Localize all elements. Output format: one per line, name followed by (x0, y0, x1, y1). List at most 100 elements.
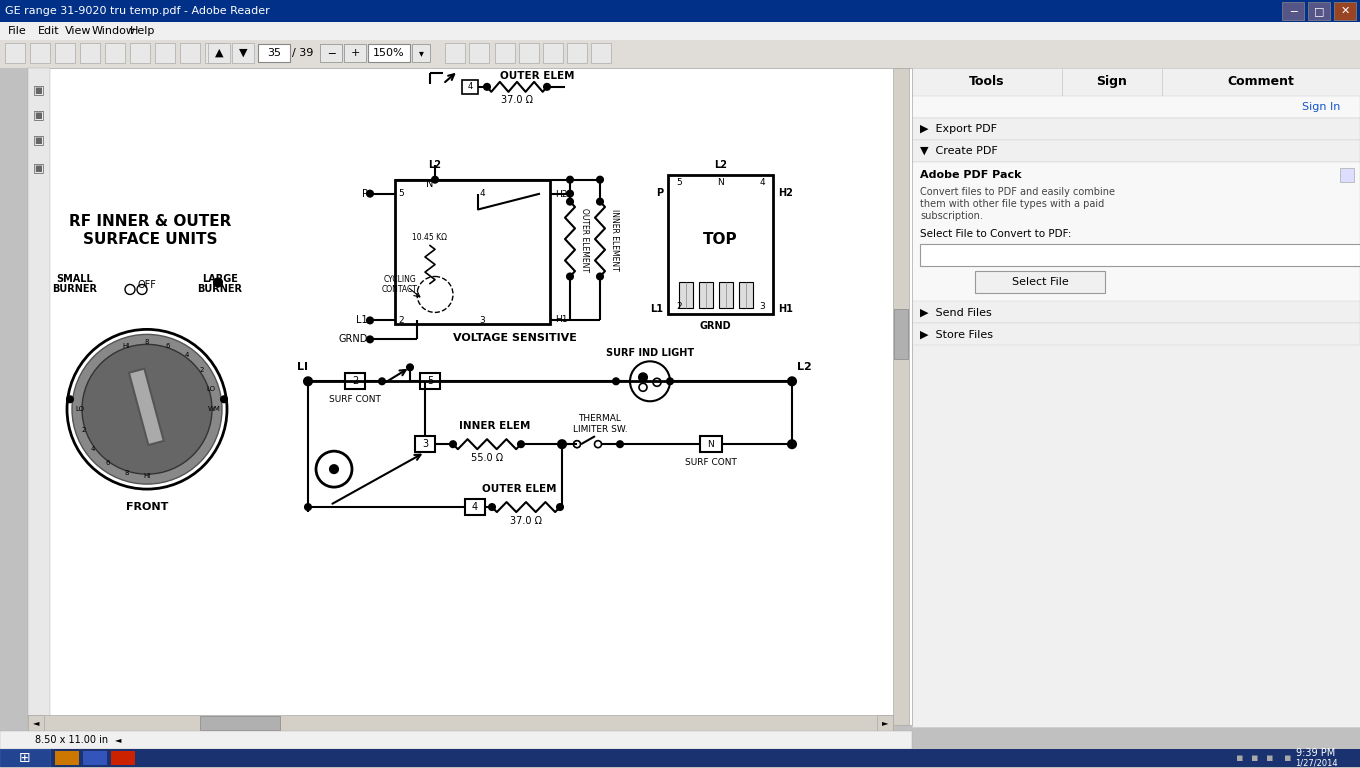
Text: 3: 3 (759, 302, 764, 311)
Bar (1161, 68, 1360, 96)
Text: □: □ (1314, 6, 1325, 16)
Bar (668, 174, 772, 314)
Text: 8: 8 (124, 470, 129, 476)
Text: ▼  Create PDF: ▼ Create PDF (919, 146, 998, 156)
Text: SMALL: SMALL (57, 274, 94, 284)
Text: CONTACT: CONTACT (382, 285, 418, 294)
Text: Edit: Edit (38, 26, 60, 36)
Bar (1334, 2, 1356, 20)
Text: ▣: ▣ (33, 84, 45, 96)
Bar (592, 43, 611, 63)
Text: 150%: 150% (373, 48, 405, 58)
Text: +: + (351, 48, 359, 58)
Text: subscription.: subscription. (919, 210, 983, 220)
Text: ▶  Send Files: ▶ Send Files (919, 307, 991, 317)
Text: / 39: / 39 (292, 48, 313, 58)
Circle shape (407, 364, 413, 370)
Text: HI: HI (143, 473, 151, 479)
Text: 3: 3 (480, 316, 486, 325)
Bar (462, 80, 477, 94)
Bar (465, 499, 486, 515)
Text: View: View (65, 26, 91, 36)
Bar (30, 43, 50, 63)
Circle shape (574, 441, 579, 447)
Bar (894, 68, 908, 725)
Circle shape (597, 273, 602, 280)
Circle shape (567, 199, 573, 204)
Text: 5: 5 (427, 376, 432, 386)
Bar (0, 40, 1360, 68)
Text: ▪: ▪ (1236, 753, 1244, 763)
Text: GRND: GRND (699, 321, 732, 332)
Bar (345, 373, 364, 389)
Text: them with other file types with a paid: them with other file types with a paid (919, 199, 1104, 209)
Text: H2: H2 (555, 190, 567, 199)
Bar (29, 715, 894, 730)
Circle shape (432, 177, 438, 183)
Text: ✕: ✕ (1341, 6, 1349, 16)
Text: ▪: ▪ (1251, 753, 1259, 763)
Text: ▼: ▼ (239, 48, 248, 58)
Text: HI: HI (122, 343, 131, 349)
Text: ▪: ▪ (1284, 753, 1292, 763)
Text: ▣: ▣ (33, 161, 45, 174)
Circle shape (82, 344, 212, 474)
Text: SURFACE UNITS: SURFACE UNITS (83, 232, 218, 247)
Bar (913, 96, 1360, 118)
Text: 6: 6 (166, 343, 170, 349)
Bar (719, 283, 733, 309)
Text: 1/27/2014: 1/27/2014 (1295, 758, 1337, 767)
Text: 9:39 PM: 9:39 PM (1296, 747, 1336, 757)
Text: 35: 35 (267, 48, 282, 58)
Bar (5, 43, 24, 63)
Bar (919, 243, 1360, 266)
Text: Help: Help (131, 26, 155, 36)
Bar (975, 272, 1104, 293)
Circle shape (379, 379, 385, 384)
Circle shape (574, 441, 581, 448)
Text: 2: 2 (676, 302, 681, 311)
Circle shape (558, 504, 563, 510)
Circle shape (67, 396, 73, 402)
Text: L1: L1 (650, 304, 664, 314)
Bar (394, 180, 549, 324)
Text: Convert files to PDF and easily combine: Convert files to PDF and easily combine (919, 187, 1115, 197)
Bar (233, 43, 254, 63)
Text: VOLTAGE SENSITIVE: VOLTAGE SENSITIVE (453, 333, 577, 343)
Circle shape (72, 334, 222, 484)
Text: GE range 31-9020 tru temp.pdf - Adobe Reader: GE range 31-9020 tru temp.pdf - Adobe Re… (5, 6, 269, 16)
Circle shape (316, 451, 352, 487)
Text: 2: 2 (398, 316, 404, 325)
Circle shape (617, 441, 623, 447)
Text: ─: ─ (328, 48, 335, 58)
Text: INNER ELEMENT: INNER ELEMENT (609, 209, 619, 270)
Text: 4: 4 (759, 178, 764, 187)
Text: 4: 4 (184, 353, 189, 358)
Text: 2: 2 (199, 367, 204, 373)
Circle shape (450, 441, 456, 447)
Bar (913, 68, 1062, 96)
Bar (412, 44, 430, 62)
Bar (320, 44, 341, 62)
Bar (913, 118, 1360, 140)
Text: ◄: ◄ (116, 735, 121, 744)
Circle shape (594, 441, 601, 448)
Text: P: P (656, 187, 664, 197)
Bar (520, 43, 539, 63)
Circle shape (666, 379, 673, 384)
Text: H2: H2 (778, 187, 793, 197)
Text: WM: WM (208, 406, 220, 412)
Text: THERMAL: THERMAL (578, 414, 622, 422)
Bar (1062, 68, 1161, 96)
Bar (205, 43, 224, 63)
Text: P: P (362, 189, 369, 199)
Circle shape (214, 279, 222, 286)
Bar (567, 43, 588, 63)
Bar (0, 22, 1360, 40)
Text: Select File: Select File (1012, 277, 1069, 287)
Text: SURF CONT: SURF CONT (685, 458, 737, 467)
Circle shape (367, 317, 373, 323)
Bar (700, 436, 722, 452)
Bar (877, 715, 894, 730)
Text: 2: 2 (352, 376, 358, 386)
